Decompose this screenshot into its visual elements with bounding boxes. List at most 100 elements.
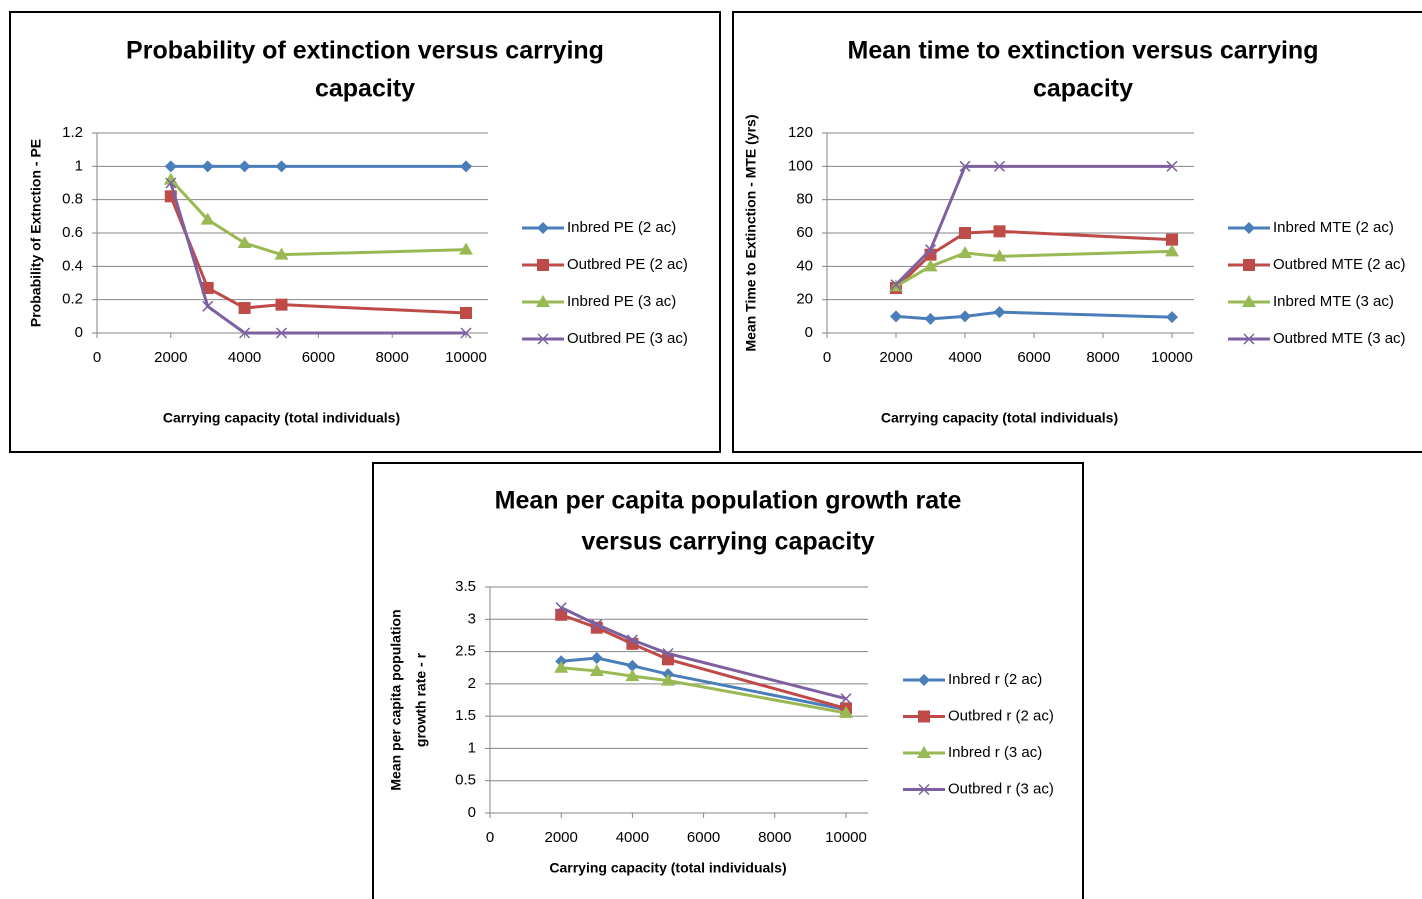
x-tick-label: 8000 [758,829,791,846]
marker [164,160,177,173]
x-tick-label: 10000 [825,829,867,846]
marker [1243,259,1255,271]
y-tick-label: 0 [468,804,476,821]
marker [918,783,930,796]
marker [918,674,930,686]
marker [536,295,550,307]
y-tick-label: 1.2 [62,124,83,141]
x-tick-label: 4000 [948,349,981,366]
y-tick-label: 0.4 [62,257,83,274]
marker [1166,311,1178,324]
legend-label: Inbred PE (3 ac) [567,293,676,310]
legend-label: Inbred MTE (2 ac) [1273,219,1394,236]
y-tick-label: 3 [468,610,476,627]
marker [890,279,902,291]
marker [202,300,214,312]
marker [626,634,638,646]
marker [275,327,288,339]
x-tick-label: 6000 [1017,349,1050,366]
marker [274,247,289,260]
y-axis-label: Probability of Extnction - PE [28,139,44,327]
x-tick-label: 0 [93,349,101,366]
y-tick-label: 1 [75,157,83,174]
marker [959,160,971,172]
marker [993,306,1006,319]
x-axis-label: Carrying capacity (total individuals) [549,860,786,876]
y-tick-label: 0.2 [62,291,83,308]
y-tick-label: 100 [788,157,813,174]
marker [537,222,549,234]
marker [201,160,214,173]
chart-title: capacity [1033,75,1133,103]
marker [555,602,567,614]
marker [958,246,972,258]
marker [239,327,251,339]
marker [1166,160,1178,172]
chart-title: Mean time to extinction versus carrying [848,37,1319,65]
marker [1165,244,1179,257]
marker [917,746,931,758]
marker [959,227,971,239]
marker [460,327,472,339]
marker [459,242,473,255]
y-tick-label: 0.8 [62,191,83,208]
marker [890,310,902,323]
legend-label: Inbred r (3 ac) [948,744,1042,761]
marker [959,310,971,323]
marker [275,160,288,173]
x-tick-label: 4000 [616,829,649,846]
x-tick-label: 10000 [445,349,487,366]
y-tick-label: 2.5 [455,643,476,660]
x-tick-label: 2000 [545,829,578,846]
marker [918,710,930,723]
legend-label: Outbred MTE (3 ac) [1273,330,1406,347]
x-tick-label: 6000 [687,829,720,846]
y-axis-label: growth rate - r [413,652,429,747]
marker [589,663,604,676]
y-tick-label: 40 [796,257,813,274]
marker [163,172,178,185]
marker [201,282,214,294]
marker [923,259,938,272]
legend-label: Inbred PE (2 ac) [567,219,676,236]
chart-frame [9,11,721,453]
marker [537,259,549,271]
x-tick-label: 2000 [154,349,187,366]
marker [275,298,288,311]
marker [591,618,603,630]
marker [1166,233,1178,246]
y-tick-label: 1.5 [455,707,476,724]
marker [626,659,639,672]
x-axis-label: Carrying capacity (total individuals) [163,410,400,426]
marker [165,177,177,189]
y-tick-label: 0 [75,324,83,341]
marker [924,244,937,256]
marker [1243,222,1255,234]
y-tick-label: 0.5 [455,772,476,789]
y-tick-label: 80 [796,191,813,208]
y-tick-label: 60 [796,224,813,241]
chart-frame [732,11,1422,453]
legend-label: Inbred r (2 ac) [948,671,1042,688]
marker [992,249,1007,262]
legend-label: Outbred PE (3 ac) [567,330,688,347]
marker [238,302,251,314]
chart-title: Probability of extinction versus carryin… [126,37,604,65]
legend-label: Inbred MTE (3 ac) [1273,293,1394,310]
legend-label: Outbred r (2 ac) [948,707,1054,724]
marker [590,652,603,665]
x-tick-label: 10000 [1151,349,1193,366]
marker [555,608,568,621]
marker [1242,295,1256,307]
x-tick-label: 6000 [302,349,335,366]
x-tick-label: 8000 [376,349,409,366]
y-tick-label: 2 [468,675,476,692]
chart-title: Mean per capita population growth rate [495,487,962,515]
legend-label: Outbred MTE (2 ac) [1273,256,1406,273]
chart-frame [372,462,1084,899]
y-tick-label: 3.5 [455,578,476,595]
marker [554,660,569,673]
marker [993,225,1006,238]
